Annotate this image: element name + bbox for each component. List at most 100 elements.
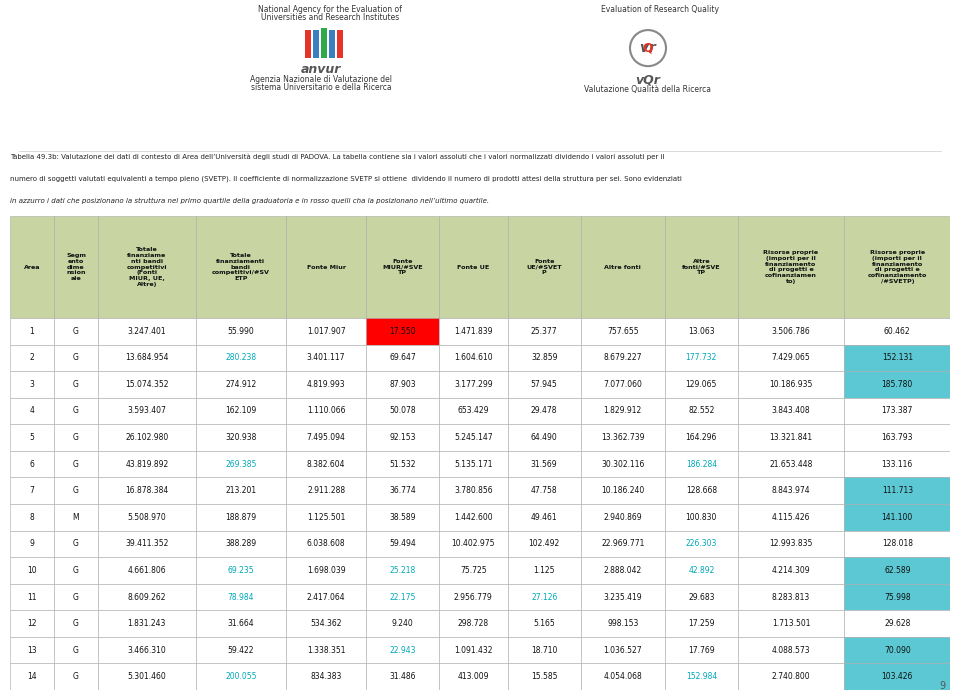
Bar xyxy=(738,477,844,504)
Text: 22.175: 22.175 xyxy=(390,592,416,602)
Text: 757.655: 757.655 xyxy=(607,327,638,336)
Text: 388.289: 388.289 xyxy=(226,539,256,549)
Text: 1.471.839: 1.471.839 xyxy=(454,327,492,336)
Text: G: G xyxy=(73,619,79,628)
Bar xyxy=(439,477,508,504)
Text: 10.402.975: 10.402.975 xyxy=(451,539,495,549)
Text: 320.938: 320.938 xyxy=(226,433,256,442)
Text: 7.077.060: 7.077.060 xyxy=(603,380,642,389)
Text: Altre fonti: Altre fonti xyxy=(605,265,641,270)
Text: Fonte Miur: Fonte Miur xyxy=(306,265,346,270)
Text: 12: 12 xyxy=(27,619,36,628)
Bar xyxy=(98,344,196,371)
Text: in azzurro i dati che posizionano la struttura nel primo quartile della graduato: in azzurro i dati che posizionano la str… xyxy=(10,199,489,204)
Text: G: G xyxy=(73,539,79,549)
Text: Fonte
MIUR/#SVE
TP: Fonte MIUR/#SVE TP xyxy=(382,259,422,275)
Bar xyxy=(844,424,950,451)
Bar xyxy=(366,451,439,477)
Bar xyxy=(10,583,54,611)
Text: 4.661.806: 4.661.806 xyxy=(128,566,166,575)
Bar xyxy=(305,30,311,58)
Text: 4.115.426: 4.115.426 xyxy=(772,513,810,522)
Bar xyxy=(738,557,844,583)
Text: 55.990: 55.990 xyxy=(228,327,254,336)
Text: 13: 13 xyxy=(27,645,36,654)
Bar xyxy=(54,557,98,583)
Bar xyxy=(196,318,286,344)
Bar xyxy=(508,477,581,504)
Text: r: r xyxy=(649,41,656,55)
Bar xyxy=(665,557,738,583)
Text: 1.338.351: 1.338.351 xyxy=(307,645,346,654)
Text: 69.235: 69.235 xyxy=(228,566,254,575)
Text: 50.078: 50.078 xyxy=(389,406,416,415)
Text: 103.426: 103.426 xyxy=(881,672,913,681)
Text: 29.478: 29.478 xyxy=(531,406,558,415)
Bar xyxy=(581,424,665,451)
Text: 1.036.527: 1.036.527 xyxy=(604,645,642,654)
Text: 3: 3 xyxy=(30,380,35,389)
Bar xyxy=(10,451,54,477)
Text: M: M xyxy=(73,513,80,522)
Text: 8.679.227: 8.679.227 xyxy=(604,353,642,362)
Bar xyxy=(665,371,738,398)
Bar xyxy=(196,371,286,398)
Text: 82.552: 82.552 xyxy=(688,406,714,415)
Bar xyxy=(54,216,98,318)
Bar xyxy=(321,28,327,58)
Text: Risorse proprie
(importi per il
finanziamento
di progetti e
cofinanziamento
/#SV: Risorse proprie (importi per il finanzia… xyxy=(868,250,927,284)
Text: 3.235.419: 3.235.419 xyxy=(604,592,642,602)
Bar xyxy=(439,530,508,557)
Bar xyxy=(738,504,844,530)
Text: Totale
finanziame
nti bandi
competitivi
(Fonti
MIUR, UE,
Altre): Totale finanziame nti bandi competitivi … xyxy=(127,247,167,287)
Bar xyxy=(196,637,286,664)
Bar xyxy=(98,398,196,424)
Bar xyxy=(366,611,439,637)
Bar xyxy=(439,583,508,611)
Bar xyxy=(844,637,950,664)
Text: vQr: vQr xyxy=(636,73,660,86)
Bar xyxy=(581,557,665,583)
Bar xyxy=(54,477,98,504)
Bar xyxy=(54,451,98,477)
Bar xyxy=(508,216,581,318)
Text: G: G xyxy=(73,672,79,681)
Bar xyxy=(98,318,196,344)
Bar xyxy=(844,451,950,477)
Text: 5.165: 5.165 xyxy=(534,619,555,628)
Text: 3.843.408: 3.843.408 xyxy=(772,406,810,415)
Text: 16.878.384: 16.878.384 xyxy=(125,487,168,495)
Text: National Agency for the Evaluation of: National Agency for the Evaluation of xyxy=(258,5,402,14)
Text: 1.713.501: 1.713.501 xyxy=(772,619,810,628)
Bar xyxy=(366,504,439,530)
Text: 8.382.604: 8.382.604 xyxy=(307,459,346,468)
Bar xyxy=(508,318,581,344)
Text: 13.321.841: 13.321.841 xyxy=(770,433,812,442)
Text: 87.903: 87.903 xyxy=(389,380,416,389)
Bar xyxy=(581,477,665,504)
Bar xyxy=(196,477,286,504)
Bar xyxy=(286,318,366,344)
Bar xyxy=(54,344,98,371)
Text: 111.713: 111.713 xyxy=(881,487,913,495)
Text: 75.998: 75.998 xyxy=(884,592,911,602)
Text: 10.186.240: 10.186.240 xyxy=(601,487,644,495)
Bar xyxy=(98,451,196,477)
Bar xyxy=(98,424,196,451)
Bar xyxy=(439,216,508,318)
Text: 834.383: 834.383 xyxy=(310,672,342,681)
Text: Agenzia Nazionale di Valutazione del: Agenzia Nazionale di Valutazione del xyxy=(250,75,392,84)
Bar xyxy=(844,344,950,371)
Bar xyxy=(844,371,950,398)
Bar xyxy=(54,530,98,557)
Bar xyxy=(10,637,54,664)
Bar xyxy=(581,398,665,424)
Bar xyxy=(366,371,439,398)
Text: Fonte UE: Fonte UE xyxy=(457,265,490,270)
Bar xyxy=(54,318,98,344)
Text: 14: 14 xyxy=(27,672,36,681)
Text: 162.109: 162.109 xyxy=(226,406,256,415)
Bar xyxy=(286,344,366,371)
Bar xyxy=(286,398,366,424)
Text: 15.585: 15.585 xyxy=(531,672,558,681)
